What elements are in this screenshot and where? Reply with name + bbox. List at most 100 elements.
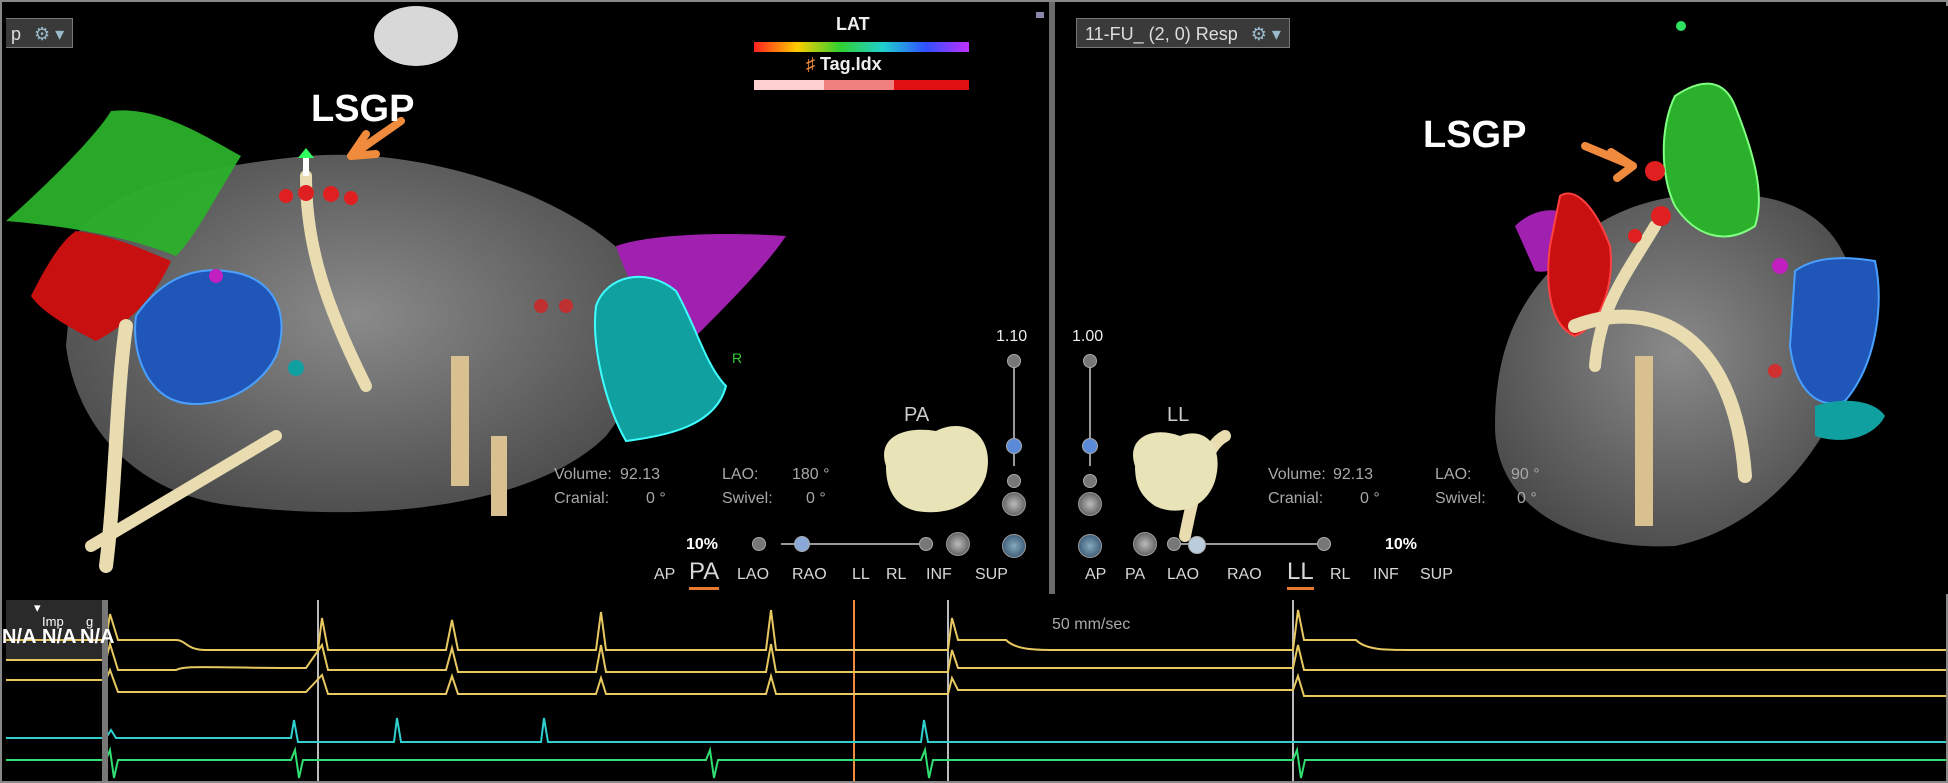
lat-legend-title: LAT bbox=[836, 14, 870, 34]
view-rl[interactable]: RL bbox=[886, 566, 907, 583]
r-marker-label: R bbox=[732, 350, 743, 366]
catheter-shaft bbox=[85, 430, 282, 552]
view-sup[interactable]: SUP bbox=[975, 566, 1008, 583]
view-rao[interactable]: RAO bbox=[792, 566, 827, 583]
lsgp-annotation: LSGP bbox=[1423, 114, 1527, 156]
volume-value: 92.13 bbox=[1333, 466, 1374, 483]
ecg-channel-separator bbox=[102, 600, 108, 781]
na-value-3: N/A bbox=[80, 626, 115, 648]
green-appendage bbox=[1662, 82, 1760, 238]
zoom-slider-thumb[interactable] bbox=[794, 536, 810, 552]
ecg-trace-1 bbox=[6, 609, 1946, 651]
zoom-slider-thumb[interactable] bbox=[1188, 536, 1206, 554]
view-rl[interactable]: RL bbox=[1330, 566, 1351, 583]
ecg-traces bbox=[6, 600, 1946, 781]
view-ll-selected[interactable]: LL bbox=[1287, 558, 1314, 590]
cranial-label: Cranial: bbox=[554, 490, 610, 507]
settings-chevron-icon[interactable]: ⚙ ▾ bbox=[1250, 24, 1281, 44]
view-lao[interactable]: LAO bbox=[1167, 566, 1200, 583]
pa-heart-thumbnail bbox=[884, 426, 988, 513]
view-pa[interactable]: PA bbox=[1125, 566, 1146, 583]
red-vein bbox=[31, 231, 171, 341]
scale-decrease-button[interactable] bbox=[1083, 474, 1097, 488]
scale-increase-button[interactable] bbox=[1007, 354, 1021, 368]
scale-slider-thumb[interactable] bbox=[1082, 438, 1098, 454]
right-3d-viewport[interactable]: 11-FU_ (2, 0) Resp ⚙ ▾ LSGP LL Volume: 9… bbox=[1055, 6, 1948, 594]
view-rao[interactable]: RAO bbox=[1227, 566, 1262, 583]
view-ll[interactable]: LL bbox=[852, 566, 870, 583]
red-vein bbox=[1547, 192, 1612, 338]
cranial-label: Cranial: bbox=[1268, 490, 1324, 507]
settings-chevron-icon[interactable]: ⚙ ▾ bbox=[34, 24, 65, 44]
scale-decrease-button[interactable] bbox=[1007, 474, 1021, 488]
teal-vein bbox=[594, 275, 728, 443]
volume-value: 92.13 bbox=[620, 466, 661, 483]
ablation-catheter bbox=[300, 170, 372, 392]
scale-slider-thumb[interactable] bbox=[1006, 438, 1022, 454]
ecg-signal-panel[interactable]: Imp g N/A N/A N/A ▾ 50 mm/sec bbox=[2, 600, 1946, 781]
green-appendage bbox=[6, 110, 241, 257]
map-select-label: 11-FU_ (2, 0) Resp bbox=[1085, 24, 1238, 44]
rotate-view-button[interactable] bbox=[1002, 492, 1026, 516]
tag-index-label: Tag.Idx bbox=[820, 54, 882, 74]
tag-icon: ♯ bbox=[806, 54, 821, 74]
view-ap[interactable]: AP bbox=[654, 566, 676, 583]
ll-heart-thumbnail bbox=[1133, 432, 1218, 511]
lao-value: 90 ° bbox=[1511, 466, 1540, 483]
lsgp-arrowhead bbox=[347, 130, 380, 160]
cranial-value: 0 ° bbox=[1360, 490, 1380, 507]
lsgp-arrowhead bbox=[1607, 148, 1637, 182]
zoom-in-button[interactable] bbox=[919, 537, 933, 551]
zoom-level: 10% bbox=[1385, 536, 1418, 553]
electrode-catheter-1 bbox=[451, 356, 469, 486]
lao-label: LAO: bbox=[722, 466, 759, 483]
electrode-catheter-2 bbox=[491, 436, 507, 516]
reset-view-button[interactable] bbox=[1078, 534, 1102, 558]
scale-increase-button[interactable] bbox=[1083, 354, 1097, 368]
view-sup[interactable]: SUP bbox=[1420, 566, 1453, 583]
ablation-catheter bbox=[1589, 220, 1661, 372]
view-ap[interactable]: AP bbox=[1085, 566, 1107, 583]
zoom-out-button[interactable] bbox=[752, 537, 766, 551]
ecg-info-box bbox=[6, 600, 102, 660]
swivel-label: Swivel: bbox=[1435, 490, 1486, 507]
g-label: g bbox=[86, 614, 94, 629]
lao-value: 180 ° bbox=[792, 466, 830, 483]
zoom-in-button[interactable] bbox=[1317, 537, 1331, 551]
dome-marker bbox=[374, 6, 458, 66]
view-pa-selected[interactable]: PA bbox=[689, 558, 720, 590]
volume-label: Volume: bbox=[1268, 466, 1326, 483]
left-anatomy-map[interactable] bbox=[6, 6, 1049, 594]
right-anatomy-map[interactable] bbox=[1055, 6, 1948, 594]
viewport-splitter[interactable] bbox=[1049, 2, 1055, 594]
channel-menu-chevron-icon[interactable]: ▾ bbox=[34, 600, 41, 615]
left-3d-viewport[interactable]: p ⚙ ▾ LSGP LAT ♯ Tag.Idx R PA Volume: 92… bbox=[6, 6, 1049, 594]
ecg-trace-2 bbox=[6, 640, 1946, 673]
map-select-dropdown[interactable]: p ⚙ ▾ bbox=[6, 18, 74, 48]
ablation-tag-points bbox=[209, 185, 573, 376]
view-inf[interactable]: INF bbox=[926, 566, 952, 583]
na-value-1: N/A bbox=[2, 626, 37, 648]
orientation-dot bbox=[1676, 21, 1686, 31]
scale-value: 1.10 bbox=[996, 328, 1028, 345]
lat-color-bar bbox=[754, 42, 969, 52]
blue-vein bbox=[1788, 257, 1880, 405]
cranial-value: 0 ° bbox=[646, 490, 666, 507]
map-select-dropdown[interactable]: 11-FU_ (2, 0) Resp ⚙ ▾ bbox=[1076, 18, 1290, 48]
view-inf[interactable]: INF bbox=[1373, 566, 1399, 583]
na-value-2: N/A bbox=[42, 626, 77, 648]
tag-index-bar-light bbox=[754, 80, 824, 90]
projection-toggle-button[interactable] bbox=[946, 532, 970, 556]
viewport-menu-icon[interactable] bbox=[1036, 12, 1044, 18]
view-lao[interactable]: LAO bbox=[737, 566, 770, 583]
reset-view-button[interactable] bbox=[1002, 534, 1026, 558]
orientation-label: PA bbox=[904, 404, 930, 426]
zoom-out-button[interactable] bbox=[1167, 537, 1181, 551]
ecg-trace-3 bbox=[6, 667, 1946, 697]
map-select-label: p bbox=[11, 24, 22, 44]
rotate-view-button[interactable] bbox=[1078, 492, 1102, 516]
swivel-value: 0 ° bbox=[1517, 490, 1537, 507]
projection-toggle-button[interactable] bbox=[1133, 532, 1157, 556]
catheter-tip bbox=[298, 148, 314, 158]
